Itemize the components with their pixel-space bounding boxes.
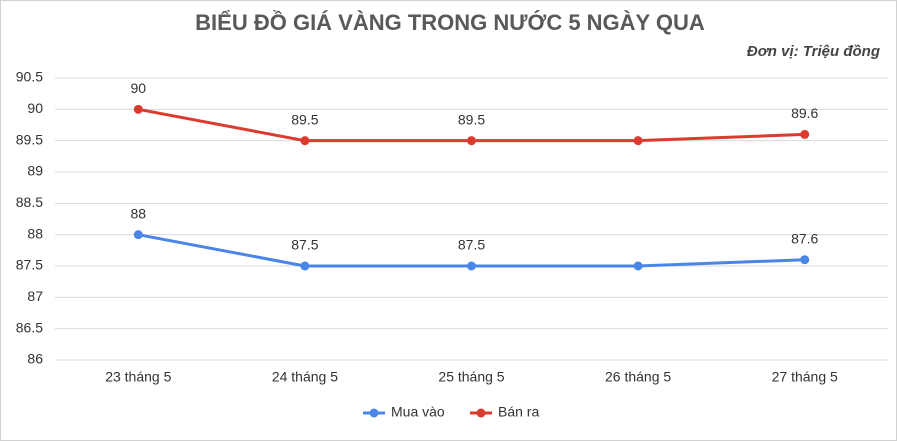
data-point — [800, 129, 810, 139]
y-tick-label: 86 — [27, 351, 43, 367]
x-tick-label: 26 tháng 5 — [605, 369, 671, 385]
y-tick-label: 88.5 — [16, 194, 43, 210]
legend-label: Bán ra — [498, 404, 539, 420]
legend-marker — [476, 408, 486, 418]
x-tick-label: 23 tháng 5 — [105, 369, 171, 385]
data-point — [467, 136, 476, 146]
data-point — [300, 136, 310, 146]
data-point — [633, 136, 643, 146]
data-point — [633, 261, 643, 271]
y-tick-label: 86.5 — [16, 319, 43, 335]
x-tick-label: 27 tháng 5 — [772, 369, 838, 385]
y-tick-label: 89.5 — [16, 131, 43, 147]
data-point — [133, 104, 143, 114]
data-point — [300, 261, 310, 271]
legend-label: Mua vào — [391, 404, 445, 420]
data-label: 89.5 — [291, 111, 318, 127]
x-tick-label: 24 tháng 5 — [272, 369, 338, 385]
data-point — [133, 230, 143, 240]
chart-title: BIỂU ĐỒ GIÁ VÀNG TRONG NƯỚC 5 NGÀY QUA — [195, 10, 705, 35]
y-tick-label: 90.5 — [16, 69, 43, 85]
data-label: 87.6 — [791, 230, 818, 246]
x-tick-label: 25 tháng 5 — [438, 369, 504, 385]
y-tick-label: 87.5 — [16, 257, 43, 273]
chart-subtitle: Đơn vị: Triệu đồng — [747, 43, 880, 60]
data-label: 88 — [131, 205, 147, 221]
y-tick-label: 90 — [27, 100, 43, 116]
data-label: 90 — [131, 80, 147, 96]
data-point — [800, 255, 810, 265]
data-point — [467, 261, 476, 271]
data-label: 89.5 — [458, 111, 485, 127]
y-tick-label: 87 — [27, 288, 43, 304]
y-tick-label: 89 — [27, 163, 43, 179]
data-label: 87.5 — [291, 237, 318, 253]
y-tick-label: 88 — [27, 225, 43, 241]
data-label: 89.6 — [791, 105, 818, 121]
data-label: 87.5 — [458, 237, 485, 253]
legend-marker — [369, 408, 379, 418]
